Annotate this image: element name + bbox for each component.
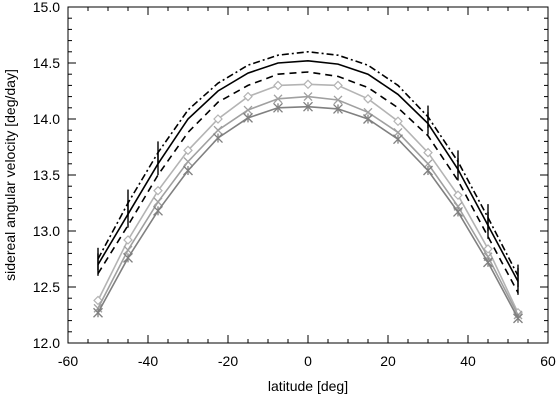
cross-stroke xyxy=(393,127,403,137)
data-point-diamond xyxy=(393,116,403,127)
data-point-diamond xyxy=(183,145,193,156)
data-point-asterisk xyxy=(393,134,403,145)
data-point-cross xyxy=(243,105,253,115)
series-1-line xyxy=(97,50,519,277)
y-tick-label: 12.5 xyxy=(33,279,60,295)
data-point-asterisk xyxy=(423,165,433,176)
x-tick-label: 0 xyxy=(304,353,312,369)
axes-layer: -60 -40 -20 0 20 40 60 12.0 12.5 13.0 13.5 14.0 14.5… xyxy=(33,0,556,369)
cross-stroke xyxy=(333,95,343,105)
x-tick-label: 20 xyxy=(380,353,396,369)
data-point-diamond xyxy=(423,147,433,158)
cross-stroke xyxy=(363,107,373,117)
data-point-asterisk xyxy=(303,101,313,112)
x-tick-label: -20 xyxy=(218,353,238,369)
y-axis-label: sidereal angular velocity [deg/day] xyxy=(2,69,18,281)
y-tick-label: 13.0 xyxy=(33,223,60,239)
data-point-diamond xyxy=(363,93,373,104)
data-point-cross xyxy=(273,94,283,104)
data-point-cross xyxy=(333,95,343,105)
data-point-diamond xyxy=(483,244,493,254)
data-point-asterisk xyxy=(333,103,343,114)
series-4 xyxy=(93,79,523,318)
series-5 xyxy=(93,92,523,320)
series-2-line xyxy=(97,59,519,282)
data-point-diamond xyxy=(123,235,133,245)
series-6-line xyxy=(97,105,519,319)
series-6 xyxy=(93,101,523,324)
data-point-asterisk xyxy=(123,252,133,263)
data-point-cross xyxy=(213,125,223,135)
y-tick-label: 14.5 xyxy=(33,55,60,71)
data-point-diamond xyxy=(453,190,463,201)
series-3 xyxy=(97,71,519,293)
y-tick-label: 14.0 xyxy=(33,111,60,127)
data-point-cross xyxy=(363,107,373,117)
cross-stroke xyxy=(183,157,193,167)
data-point-diamond xyxy=(93,295,103,306)
data-point-diamond xyxy=(213,114,223,124)
series-3-line xyxy=(97,71,519,293)
data-point-cross xyxy=(303,92,313,102)
data-point-asterisk xyxy=(153,205,163,216)
data-point-cross xyxy=(153,197,163,207)
data-point-diamond xyxy=(333,80,343,91)
data-point-asterisk xyxy=(213,133,223,143)
y-tick-label: 15.0 xyxy=(33,0,60,15)
x-tick-label: 60 xyxy=(540,353,556,369)
y-tick-label: 13.5 xyxy=(33,167,60,183)
data-point-asterisk xyxy=(363,114,373,124)
data-point-asterisk xyxy=(453,207,463,217)
data-point-asterisk xyxy=(513,313,523,324)
data-point-asterisk xyxy=(183,165,193,176)
data-point-cross xyxy=(393,127,403,137)
plot-frame xyxy=(67,6,549,344)
series-layer xyxy=(93,50,523,324)
series-2 xyxy=(97,59,519,295)
x-tick-label: -40 xyxy=(138,353,158,369)
cross-stroke xyxy=(243,105,253,115)
cross-stroke xyxy=(303,92,313,102)
cross-stroke xyxy=(153,197,163,207)
data-point-asterisk xyxy=(273,102,283,113)
x-tick-label: 40 xyxy=(460,353,476,369)
data-point-asterisk xyxy=(483,257,493,268)
cross-stroke xyxy=(213,125,223,135)
cross-stroke xyxy=(423,159,433,169)
data-point-cross xyxy=(423,159,433,169)
data-point-asterisk xyxy=(93,307,103,318)
x-tick-label: -60 xyxy=(58,353,78,369)
x-axis-label: latitude [deg] xyxy=(268,378,348,394)
data-point-asterisk xyxy=(243,112,253,123)
data-point-diamond xyxy=(153,185,163,196)
cross-stroke xyxy=(123,245,133,255)
data-point-cross xyxy=(183,157,193,167)
cross-stroke xyxy=(273,94,283,104)
data-point-diamond xyxy=(243,91,253,102)
data-point-diamond xyxy=(303,79,313,90)
data-point-diamond xyxy=(273,80,283,91)
y-tick-label: 12.0 xyxy=(33,335,60,351)
